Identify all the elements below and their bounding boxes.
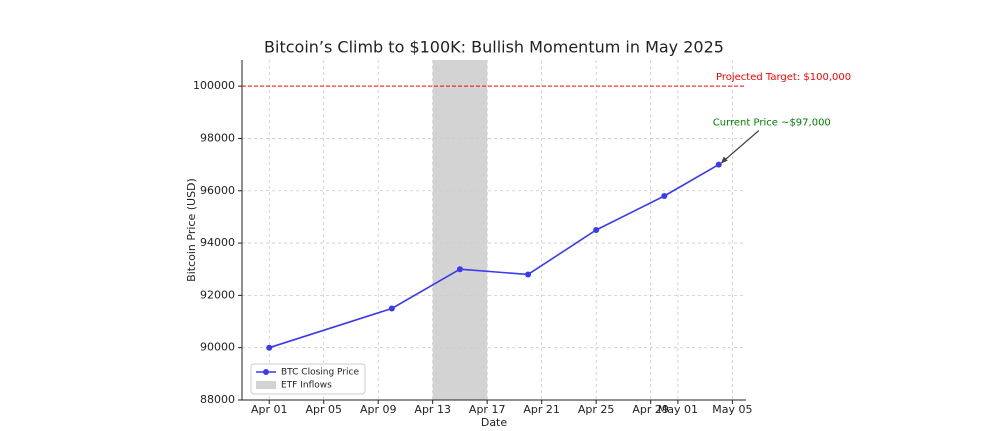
point (661, 193, 668, 199)
legend-box (250, 363, 366, 395)
x-tick-label: Apr 09 (360, 403, 397, 416)
y-axis-label: Bitcoin Price (USD) (185, 178, 198, 282)
x-tick-label: Apr 17 (469, 403, 506, 416)
legend-swatch (256, 381, 276, 389)
legend-marker (263, 369, 269, 375)
x-tick-label: Apr 21 (523, 403, 560, 416)
x-axis-label: Date (481, 416, 508, 429)
point (266, 344, 273, 351)
x-tick-label: Apr 29 (632, 403, 669, 416)
annotation: Current Price ~$97,000 (713, 118, 831, 129)
point (456, 266, 463, 273)
x-tick-label: May 05 (712, 403, 752, 416)
point (388, 305, 395, 312)
y-tick-label: 90000 (200, 341, 235, 354)
point (715, 161, 722, 168)
y-tick-label: 92000 (200, 288, 235, 301)
point (525, 271, 532, 278)
x-tick-label: Apr 01 (251, 403, 288, 416)
x-tick-label: Apr 25 (578, 403, 615, 416)
reference-label: Projected Target: $100,000 (716, 72, 851, 83)
y-tick-label: 94000 (200, 236, 235, 249)
legend-label: BTC Closing Price (281, 368, 359, 378)
annotation-arrow (721, 130, 760, 164)
x-tick-label: Apr 05 (305, 403, 342, 416)
line (268, 163, 720, 349)
shaded-region (432, 60, 488, 400)
legend-label: ETF Inflows (281, 381, 332, 391)
y-tick-label: 96000 (200, 184, 235, 197)
arrow-head (720, 156, 728, 164)
chart-title: Bitcoin’s Climb to $100K: Bullish Moment… (264, 38, 724, 57)
x-tick-label: May 01 (658, 403, 698, 416)
y-tick-label: 98000 (200, 131, 235, 144)
point (593, 227, 600, 233)
y-tick-label: 100000 (193, 79, 235, 92)
y-tick-label: 88000 (200, 393, 235, 406)
x-tick-label: Apr 13 (414, 403, 451, 416)
